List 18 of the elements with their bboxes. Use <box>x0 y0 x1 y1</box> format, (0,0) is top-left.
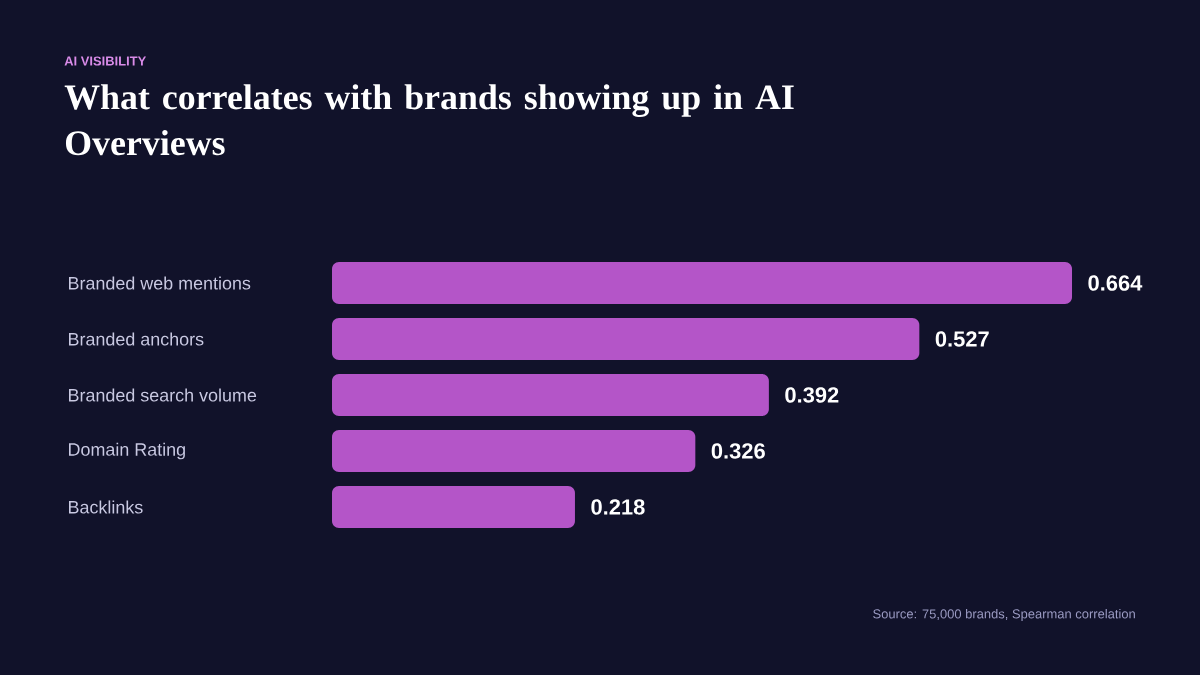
bar <box>332 318 920 360</box>
bar <box>332 262 1073 304</box>
chart-title: What correlates with brands showing up in AI Overviews <box>64 84 794 156</box>
bar <box>332 430 696 472</box>
data-label: 0.218 <box>591 499 645 515</box>
text: AI VISIBILITY <box>64 56 147 66</box>
data-label: 0.392 <box>785 387 839 403</box>
bar <box>332 486 575 528</box>
source-note: Source: 75,000 brands, Spearman correlation <box>873 608 1135 622</box>
data-label: 0.326 <box>711 443 765 459</box>
y-tick-label: Branded search volume <box>69 388 257 402</box>
y-tick-label: Branded web mentions <box>69 276 251 290</box>
y-tick-label: Branded anchors <box>69 332 204 346</box>
y-tick-label: Backlinks <box>69 500 143 514</box>
bar <box>332 374 769 416</box>
y-tick-label: Domain Rating <box>69 442 185 460</box>
data-label: 0.664 <box>1088 275 1143 291</box>
data-label: 0.527 <box>935 331 989 347</box>
